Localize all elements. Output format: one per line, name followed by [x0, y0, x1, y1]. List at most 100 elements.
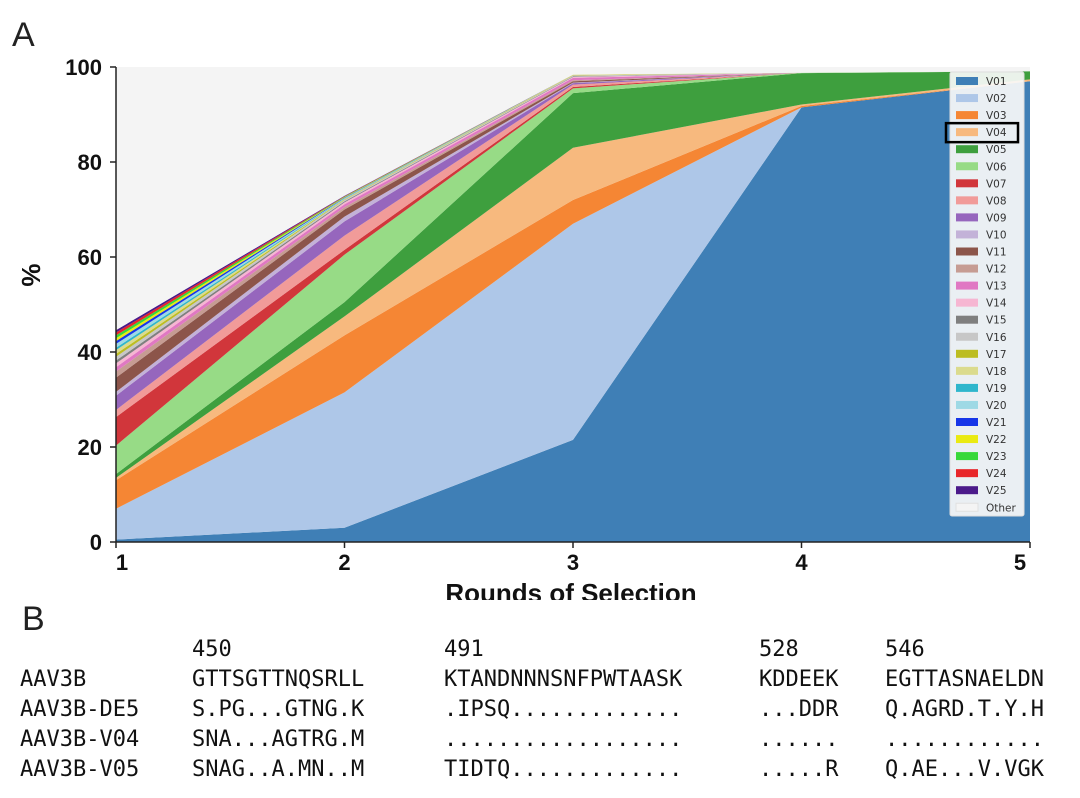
legend-label-v03: V03 [986, 110, 1007, 122]
legend-label-v18: V18 [986, 366, 1007, 378]
sequence-segment: TIDTQ............. [444, 757, 683, 782]
sequence-segment: ...... [759, 727, 839, 752]
legend-label-v14: V14 [986, 298, 1007, 310]
legend-swatch-v24 [956, 469, 978, 478]
legend-label-v16: V16 [986, 332, 1007, 344]
legend-swatch-v14 [956, 298, 978, 307]
legend-swatch-v20 [956, 400, 978, 409]
panel-b-label: B [22, 600, 45, 638]
legend-label-v20: V20 [986, 400, 1007, 412]
legend-swatch-v23 [956, 452, 978, 461]
x-tick-label: 1 [116, 550, 128, 575]
sequence-segment: ...DDR [759, 697, 839, 722]
legend-label-v22: V22 [986, 434, 1007, 446]
legend: V01 V02 V03 V04 V05 V06 V07 V08 V09 V10 V11 V12 V13 V… [944, 71, 1025, 517]
x-tick-label: 2 [338, 550, 350, 575]
area-layers [116, 67, 1030, 542]
legend-swatch-v15 [956, 315, 978, 324]
legend-swatch-v11 [956, 247, 978, 256]
area-v04 [116, 79, 1030, 481]
legend-swatch-v07 [956, 179, 978, 188]
legend-label-v04: V04 [986, 127, 1007, 139]
legend-swatch-v04 [956, 128, 978, 137]
legend-label-v13: V13 [986, 281, 1007, 293]
x-tick-label: 4 [795, 550, 808, 575]
sequence-segment: .................. [444, 727, 683, 752]
legend-swatch-v05 [956, 145, 978, 154]
sequence-segment: Q.AE...V.VGK [885, 757, 1044, 782]
legend-label-v10: V10 [986, 229, 1007, 241]
legend-label-v25: V25 [986, 485, 1007, 497]
sequence-segment: .IPSQ............. [444, 697, 683, 722]
x-tick-label: 5 [1014, 550, 1026, 575]
position-528: 528 [759, 637, 799, 662]
y-tick-label: 0 [90, 530, 102, 555]
area-v01 [116, 81, 1030, 542]
legend-label-v09: V09 [986, 212, 1007, 224]
legend-swatch-v02 [956, 94, 978, 103]
panel-a-label: A [12, 16, 35, 54]
y-tick-label: 100 [65, 55, 102, 80]
legend-swatch-v22 [956, 435, 978, 444]
legend-label-v07: V07 [986, 178, 1007, 190]
legend-swatch-v18 [956, 366, 978, 375]
legend-swatch-v17 [956, 349, 978, 358]
sequence-name: AAV3B-V05 [20, 757, 140, 782]
position-450: 450 [192, 637, 232, 662]
sequence-name: AAV3B-V04 [20, 727, 140, 752]
legend-swatch-other [955, 502, 979, 512]
legend-label-v01: V01 [986, 76, 1007, 88]
sequence-segment: GTTSGTTNQSRLL [192, 667, 365, 692]
legend-label-v17: V17 [986, 349, 1007, 361]
legend-label-v11: V11 [986, 247, 1007, 259]
sequence-segment: ............ [885, 727, 1044, 752]
legend-swatch-v13 [956, 281, 978, 290]
y-tick-label: 80 [78, 150, 102, 175]
legend-label-v19: V19 [986, 383, 1007, 395]
legend-swatch-v06 [956, 162, 978, 171]
legend-swatch-v19 [956, 383, 978, 392]
legend-label-v05: V05 [986, 144, 1007, 156]
legend-label-v12: V12 [986, 264, 1007, 276]
legend-swatch-v08 [956, 196, 978, 205]
legend-label-v21: V21 [986, 417, 1007, 429]
legend-label-v24: V24 [986, 468, 1007, 480]
legend-swatch-v21 [956, 418, 978, 426]
legend-label-v15: V15 [986, 315, 1007, 327]
legend-swatch-v16 [956, 332, 978, 341]
sequence-segment: Q.AGRD.T.Y.H [885, 697, 1044, 722]
legend-swatch-v12 [956, 264, 978, 273]
y-tick-label: 60 [78, 245, 102, 270]
chart-svg: A 0 20 40 60 80 100 1 2 3 4 5 Rounds of Selection… [12, 16, 1031, 600]
sequence-segment: KDDEEK [759, 667, 839, 692]
y-tick-label: 20 [78, 435, 102, 460]
x-axis-ticks: 1 2 3 4 5 [115, 542, 1031, 575]
legend-highlight-box [944, 121, 1020, 144]
legend-swatch-v10 [956, 230, 978, 239]
sequence-segment: SNAG..A.MN..M [192, 757, 365, 782]
legend-label-v23: V23 [986, 451, 1007, 463]
legend-swatch-v03 [956, 111, 978, 120]
x-tick-label: 3 [567, 550, 579, 575]
area-v02 [116, 81, 1030, 540]
legend-swatch-v01 [956, 77, 978, 85]
sequence-segment: SNA...AGTRG.M [192, 727, 365, 752]
sequence-segment: EGTTASNAELDN [885, 667, 1044, 692]
y-tick-label: 40 [78, 340, 102, 365]
panel-b: B 450 491 528 546 AAV3B GTTSGTTNQSRLL KT… [0, 600, 1080, 798]
y-axis-title: % [16, 263, 46, 286]
sequence-name: AAV3B-DE5 [20, 697, 140, 722]
legend-swatch-v09 [956, 213, 978, 222]
sequence-segment: KTANDNNNSNFPWTAASK [444, 667, 683, 692]
legend-label-v06: V06 [986, 161, 1007, 173]
legend-label-v02: V02 [986, 93, 1007, 105]
area-other [116, 67, 1030, 331]
position-491: 491 [444, 637, 484, 662]
legend-swatch-v25 [956, 486, 978, 495]
legend-label-v08: V08 [986, 195, 1007, 207]
x-axis-title: Rounds of Selection [445, 578, 696, 600]
sequence-name: AAV3B [20, 667, 87, 692]
sequence-segment: S.PG...GTNG.K [192, 697, 365, 722]
y-axis-ticks: 0 20 40 60 80 100 [65, 55, 116, 555]
position-546: 546 [885, 637, 925, 662]
